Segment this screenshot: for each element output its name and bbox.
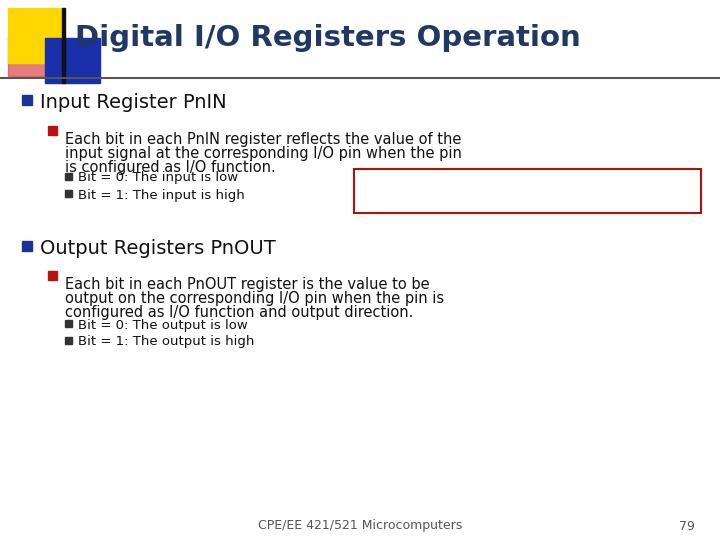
Text: CPE/EE 421/521 Microcomputers: CPE/EE 421/521 Microcomputers (258, 519, 462, 532)
Bar (22, 241, 32, 251)
Bar (65, 190, 72, 197)
Text: Output Registers PnOUT: Output Registers PnOUT (40, 239, 276, 258)
Text: Do not write to PxIN. It will result: Do not write to PxIN. It will result (401, 174, 654, 187)
Text: input signal at the corresponding I/O pin when the pin: input signal at the corresponding I/O pi… (65, 146, 462, 161)
Bar (8, 38, 50, 76)
Text: Bit = 0: The output is low: Bit = 0: The output is low (78, 319, 248, 332)
Bar (45, 38, 100, 83)
Text: configured as I/O function and output direction.: configured as I/O function and output di… (65, 305, 413, 320)
Bar (65, 320, 72, 327)
Text: output on the corresponding I/O pin when the pin is: output on the corresponding I/O pin when… (65, 291, 444, 306)
Text: Bit = 1: The output is high: Bit = 1: The output is high (78, 335, 254, 348)
Text: Digital I/O Registers Operation: Digital I/O Registers Operation (75, 24, 581, 52)
Bar (62, 8, 65, 83)
Text: Each bit in each PnOUT register is the value to be: Each bit in each PnOUT register is the v… (65, 277, 430, 292)
Bar (65, 173, 72, 180)
Text: Each bit in each PnIN register reflects the value of the: Each bit in each PnIN register reflects … (65, 132, 462, 147)
Text: is configured as I/O function.: is configured as I/O function. (65, 160, 276, 175)
Text: Bit = 0: The input is low: Bit = 0: The input is low (78, 172, 238, 185)
Bar (65, 337, 72, 344)
Text: Input Register PnIN: Input Register PnIN (40, 92, 227, 111)
Bar (48, 271, 57, 280)
Text: 79: 79 (679, 519, 695, 532)
Text: in increased current consumption: in increased current consumption (401, 191, 654, 204)
Bar (48, 126, 57, 135)
Bar (22, 95, 32, 105)
Bar (8, 8, 63, 63)
FancyBboxPatch shape (354, 169, 701, 213)
Text: Bit = 1: The input is high: Bit = 1: The input is high (78, 188, 245, 201)
